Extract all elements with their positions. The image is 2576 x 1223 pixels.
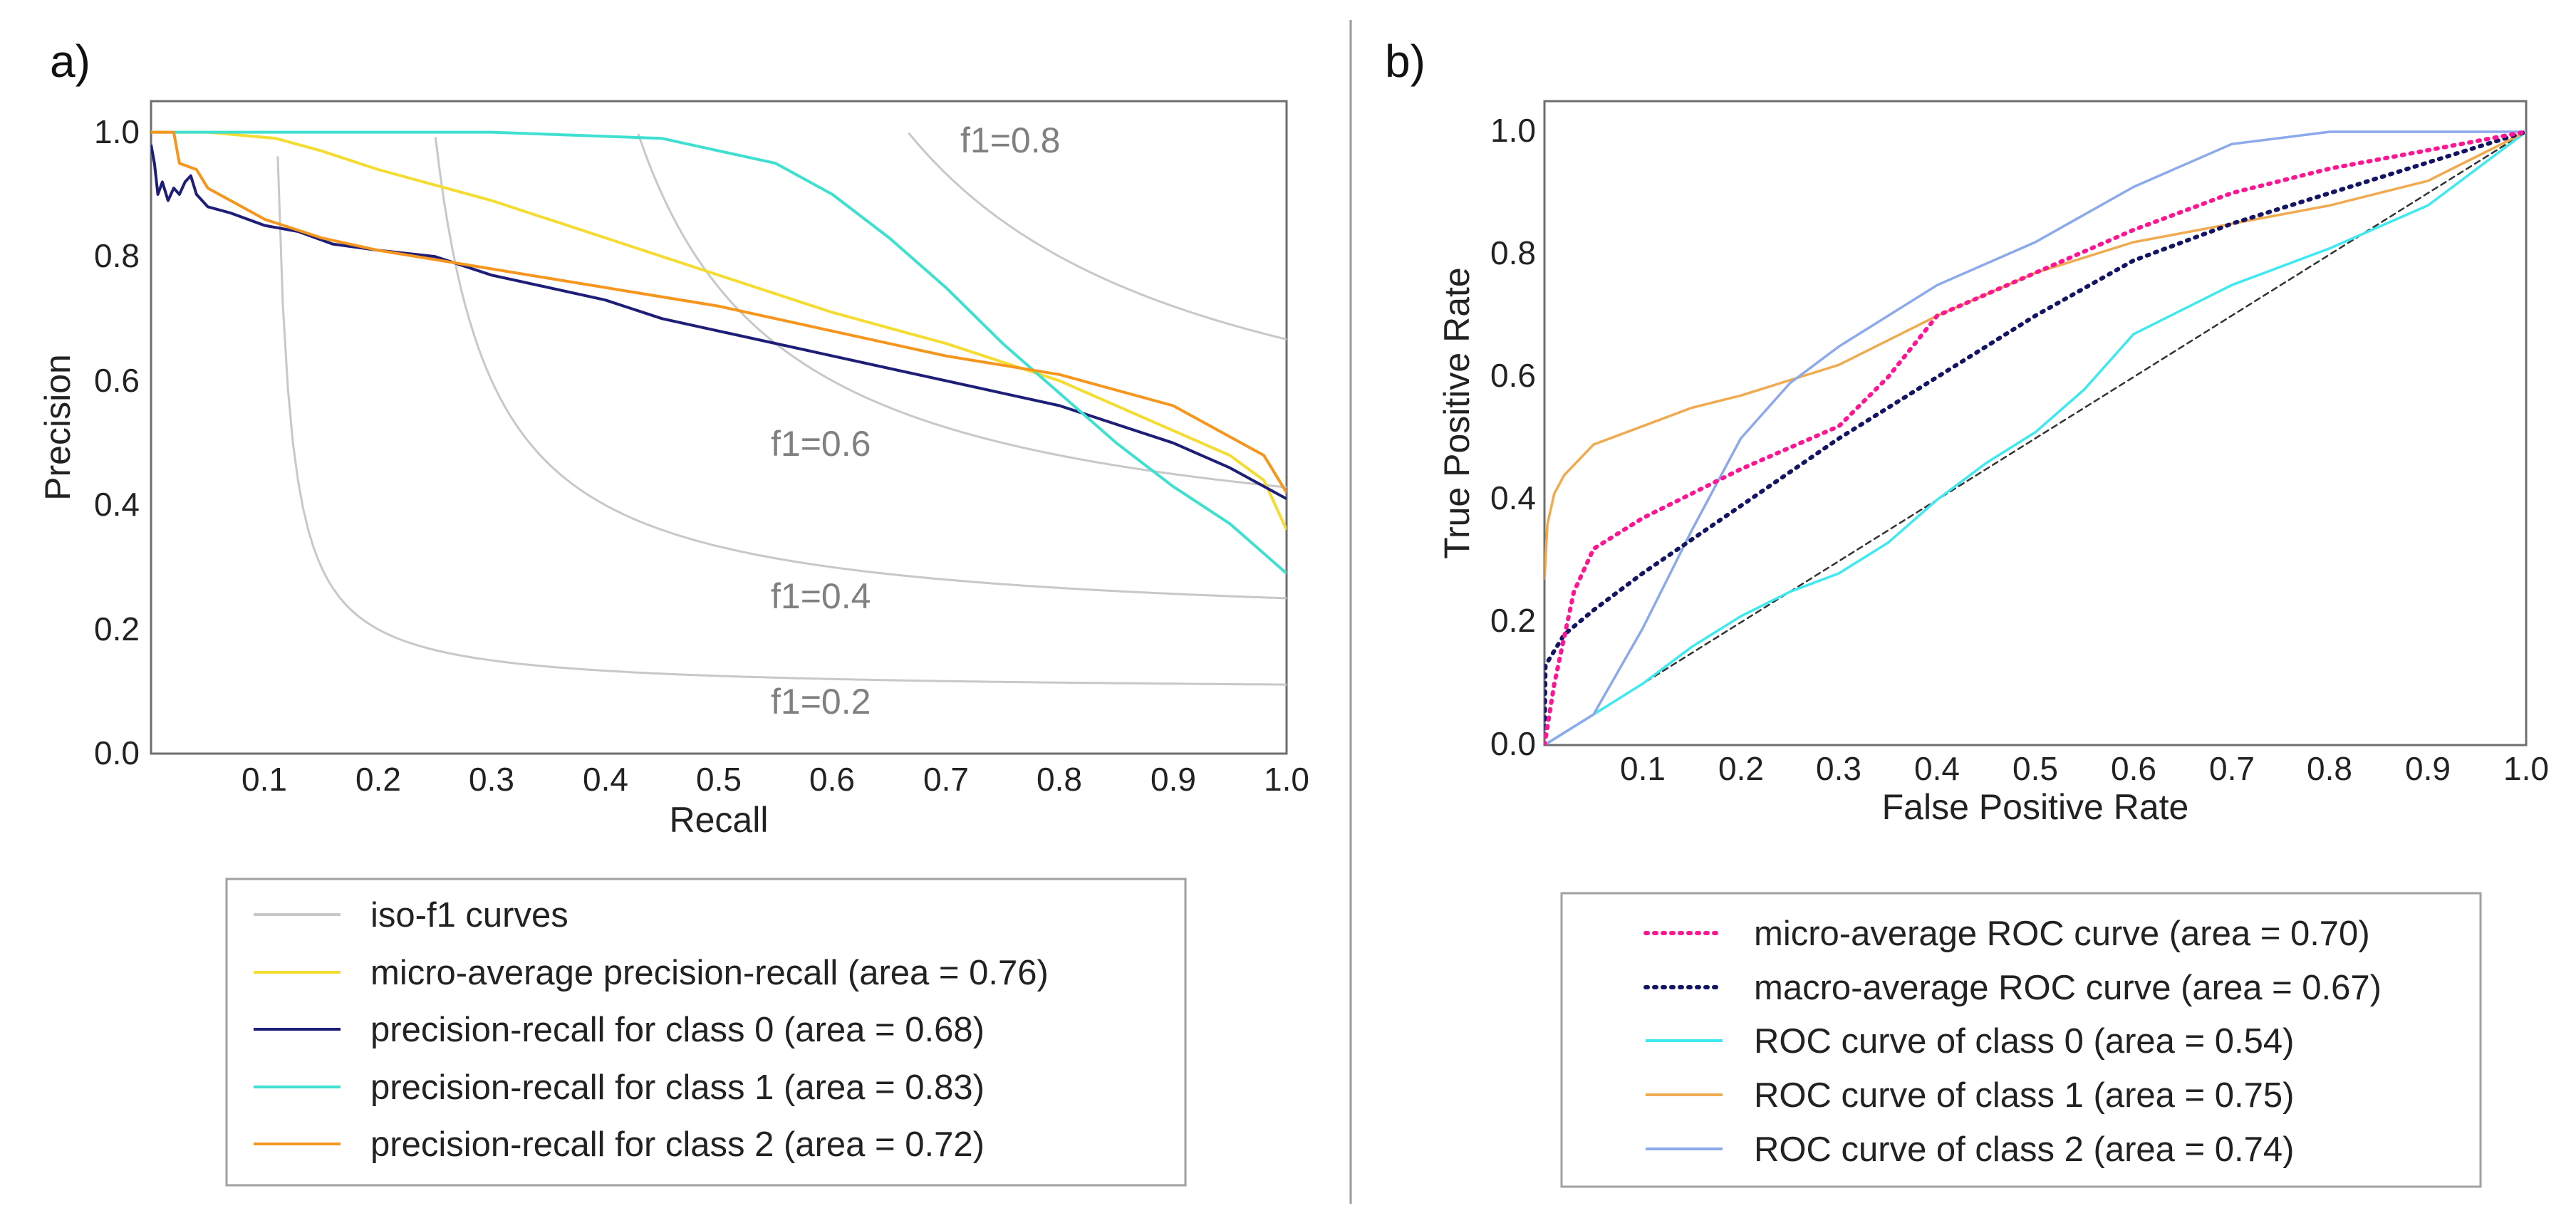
panel-a-curves (151, 130, 1287, 686)
panel-a-legend: iso-f1 curves micro-average precision-re… (225, 878, 1187, 1187)
pr-curve-2 (151, 130, 1287, 575)
panel-b-roc: b) 0.1 0.2 0.3 0.4 0.5 0.6 0.7 0.8 0.9 1… (1385, 36, 2549, 1188)
legend-a-micro-label: micro-average precision-recall (area = 0… (370, 954, 1049, 992)
a-x-tick: 0.5 (696, 761, 742, 798)
iso-f1-curve (434, 137, 1287, 600)
b-x-tick: 0.3 (1816, 750, 1861, 787)
a-y-axis-label: Precision (38, 354, 78, 501)
roc-curve-1 (1544, 130, 2526, 745)
iso-label-f1-0.6: f1=0.6 (771, 424, 871, 464)
legend-b-macro-label: macro-average ROC curve (area = 0.67) (1754, 969, 2382, 1007)
b-y-axis-label: True Positive Rate (1437, 267, 1477, 558)
a-x-tick: 0.8 (1037, 761, 1082, 798)
roc-curve-4 (1544, 130, 2526, 745)
roc-curve-3 (1544, 130, 2526, 580)
legend-a-class1-label: precision-recall for class 1 (area = 0.8… (370, 1068, 985, 1107)
iso-label-f1-0.2: f1=0.2 (771, 682, 871, 722)
a-x-tick: 0.1 (242, 761, 287, 798)
iso-f1-curve (908, 132, 1287, 340)
pr-curve-1 (151, 144, 1287, 501)
a-x-tick: 0.4 (583, 761, 628, 798)
panel-a-plot-frame (150, 100, 1288, 755)
panel-a-x-ticks: 0.1 0.2 0.3 0.4 0.5 0.6 0.7 0.8 0.9 1.0 (242, 761, 1309, 798)
pr-curve-0 (151, 130, 1287, 531)
panel-a-y-ticks: 0.0 0.2 0.4 0.6 0.8 1.0 (94, 113, 140, 771)
b-x-tick: 0.9 (2405, 750, 2451, 787)
legend-a-frame (225, 878, 1187, 1187)
b-y-tick: 0.8 (1490, 234, 1536, 271)
panel-b-label: b) (1385, 36, 1425, 87)
panel-b-y-ticks: 0.0 0.2 0.4 0.6 0.8 1.0 (1490, 112, 1536, 762)
a-x-tick: 1.0 (1264, 761, 1309, 798)
b-x-tick: 0.8 (2307, 750, 2352, 787)
a-x-tick: 0.3 (469, 761, 514, 798)
b-y-tick: 0.2 (1490, 602, 1536, 639)
b-y-tick: 0.4 (1490, 479, 1536, 516)
a-x-axis-label: Recall (670, 800, 769, 840)
roc-curve-2 (1544, 130, 2526, 745)
a-y-tick: 0.0 (94, 734, 140, 771)
a-y-tick: 0.4 (94, 486, 140, 523)
b-x-tick: 0.2 (1718, 750, 1764, 787)
panel-a-label: a) (50, 36, 90, 87)
b-y-tick: 0.0 (1490, 725, 1536, 762)
panel-a-iso-labels: f1=0.8 f1=0.6 f1=0.4 f1=0.2 (771, 120, 1060, 722)
panel-b-curves (1544, 130, 2526, 745)
a-x-tick: 0.9 (1151, 761, 1196, 798)
iso-f1-curve (276, 156, 1287, 686)
legend-b-micro-label: micro-average ROC curve (area = 0.70) (1754, 915, 2370, 953)
b-x-axis-label: False Positive Rate (1882, 787, 2189, 827)
a-y-tick: 1.0 (94, 113, 140, 150)
legend-a-iso-label: iso-f1 curves (370, 896, 568, 935)
a-y-tick: 0.2 (94, 610, 140, 647)
b-x-tick: 0.5 (2012, 750, 2058, 787)
panel-b-x-ticks: 0.1 0.2 0.3 0.4 0.5 0.6 0.7 0.8 0.9 1.0 (1620, 750, 2549, 787)
legend-a-class2-label: precision-recall for class 2 (area = 0.7… (370, 1125, 985, 1164)
a-x-tick: 0.7 (923, 761, 969, 798)
b-x-tick: 0.6 (2111, 750, 2156, 787)
legend-a-class0-label: precision-recall for class 0 (area = 0.6… (370, 1011, 985, 1049)
b-x-tick: 0.7 (2209, 750, 2255, 787)
b-x-tick: 0.4 (1914, 750, 1960, 787)
panel-b-plot-frame (1543, 100, 2528, 746)
roc-diagonal (1544, 130, 2526, 745)
pr-curve-3 (151, 130, 1287, 494)
b-x-tick: 0.1 (1620, 750, 1666, 787)
iso-f1-curve (637, 133, 1287, 489)
roc-curve-0 (1544, 130, 2526, 745)
a-x-tick: 0.2 (355, 761, 401, 798)
b-x-tick: 1.0 (2503, 750, 2549, 787)
panel-b-legend: micro-average ROC curve (area = 0.70) ma… (1560, 892, 2482, 1188)
a-y-tick: 0.8 (94, 237, 140, 274)
legend-b-class2-label: ROC curve of class 2 (area = 0.74) (1754, 1130, 2294, 1169)
legend-b-class1-label: ROC curve of class 1 (area = 0.75) (1754, 1076, 2294, 1115)
a-x-tick: 0.6 (809, 761, 855, 798)
iso-label-f1-0.4: f1=0.4 (771, 576, 871, 616)
iso-label-f1-0.8: f1=0.8 (960, 120, 1060, 160)
legend-b-class0-label: ROC curve of class 0 (area = 0.54) (1754, 1022, 2294, 1061)
b-y-tick: 0.6 (1490, 357, 1536, 394)
panel-a-precision-recall: a) f1=0.8 f1=0.6 f1=0.4 f1=0.2 0.1 0.2 0… (38, 36, 1309, 1187)
b-y-tick: 1.0 (1490, 112, 1536, 149)
a-y-tick: 0.6 (94, 362, 140, 399)
